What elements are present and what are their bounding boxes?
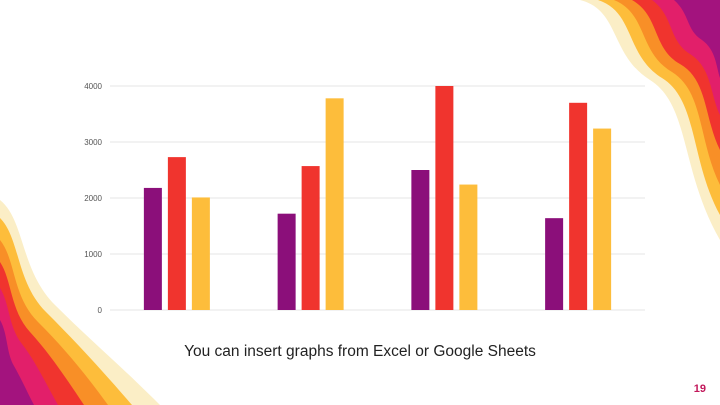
- decorative-wave-top-right: [580, 0, 720, 240]
- y-tick-label: 0: [98, 306, 103, 315]
- bar-series-2-group-4: [569, 102, 588, 310]
- bar-chart: 0 1000 2000 3000 4000: [84, 82, 645, 315]
- bar-series-1-group-1: [143, 187, 162, 310]
- bar-series-1-group-4: [545, 218, 564, 310]
- chart-bars: [143, 86, 612, 310]
- bar-series-2-group-3: [435, 86, 454, 310]
- y-tick-label: 1000: [84, 250, 102, 259]
- slide-caption: You can insert graphs from Excel or Goog…: [184, 343, 536, 360]
- y-tick-label: 4000: [84, 82, 102, 91]
- bar-series-2-group-2: [301, 166, 320, 310]
- bar-series-2-group-1: [167, 157, 186, 310]
- bar-series-3-group-2: [325, 98, 344, 310]
- y-tick-label: 2000: [84, 194, 102, 203]
- bar-series-1-group-2: [277, 213, 296, 310]
- chart-gridlines: [110, 85, 645, 311]
- page-number: 19: [693, 383, 706, 395]
- bar-series-1-group-3: [411, 170, 430, 310]
- bar-series-3-group-1: [191, 197, 210, 310]
- bar-series-3-group-3: [459, 184, 478, 310]
- decorative-wave-bottom-left: [0, 200, 160, 405]
- y-axis-tick-labels: 0 1000 2000 3000 4000: [84, 82, 102, 315]
- bar-series-3-group-4: [593, 128, 612, 310]
- y-tick-label: 3000: [84, 138, 102, 147]
